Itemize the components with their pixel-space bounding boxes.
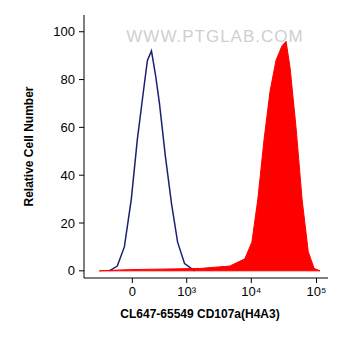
- y-tick-label: 40: [61, 168, 75, 183]
- x-tick-label: 0: [129, 284, 136, 299]
- plot-area: [99, 41, 320, 271]
- chart: WWW.PTGLAB.COM 0 20 40 60 80 100 0 10³ 10⁴ 10⁵ CL64…: [0, 0, 361, 356]
- x-tick: [251, 278, 252, 283]
- y-tick-label: 100: [53, 24, 75, 39]
- y-axis: [84, 15, 85, 278]
- y-tick: [79, 270, 84, 271]
- y-tick-label: 20: [61, 216, 75, 231]
- x-tick-label: 10³: [177, 284, 196, 299]
- x-axis-label: CL647-65549 CD107a(H4A3): [120, 307, 279, 321]
- x-axis: [84, 278, 328, 279]
- histogram-line: [109, 51, 194, 271]
- y-tick: [79, 127, 84, 128]
- x-tick-label: 10⁵: [307, 284, 327, 299]
- x-tick: [316, 278, 317, 283]
- y-tick: [79, 223, 84, 224]
- y-tick: [79, 175, 84, 176]
- y-tick-label: 80: [61, 72, 75, 87]
- x-tick-label: 10⁴: [241, 284, 261, 299]
- y-tick: [79, 79, 84, 80]
- y-tick-label: 0: [68, 263, 75, 278]
- y-tick: [79, 31, 84, 32]
- y-axis-label: Relative Cell Number: [22, 86, 36, 206]
- watermark: WWW.PTGLAB.COM: [126, 27, 303, 46]
- histogram-area: [99, 41, 320, 271]
- y-tick-label: 60: [61, 120, 75, 135]
- x-tick: [132, 278, 133, 283]
- x-tick: [186, 278, 187, 283]
